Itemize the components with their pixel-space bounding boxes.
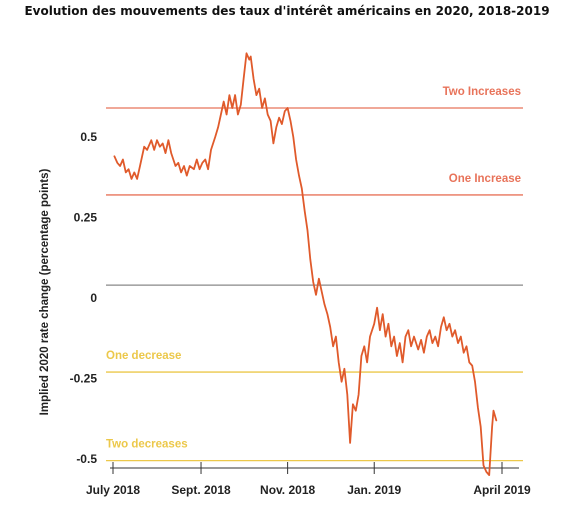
series-line [113,52,498,476]
y-tick-label: 0 [90,291,97,305]
y-tick-label: -0.25 [70,372,98,386]
x-tick-label: Nov. 2018 [260,483,315,497]
reference-line-label: Two Increases [443,86,521,98]
x-tick-label: Jan. 2019 [347,483,401,497]
reference-line-label: One Increase [449,173,521,185]
y-tick-label: 0.5 [80,130,97,144]
y-axis-title: Implied 2020 rate change (percentage poi… [39,168,51,415]
y-tick-label: -0.5 [76,452,97,466]
x-tick-label: July 2018 [86,483,140,497]
chart-title: Evolution des mouvements des taux d'inté… [24,4,550,18]
reference-line-label: One decrease [106,350,181,362]
x-tick-label: Sept. 2018 [171,483,231,497]
x-tick-label: April 2019 [473,483,531,497]
reference-line-label: Two decreases [106,439,188,451]
y-tick-label: 0.25 [74,211,98,225]
